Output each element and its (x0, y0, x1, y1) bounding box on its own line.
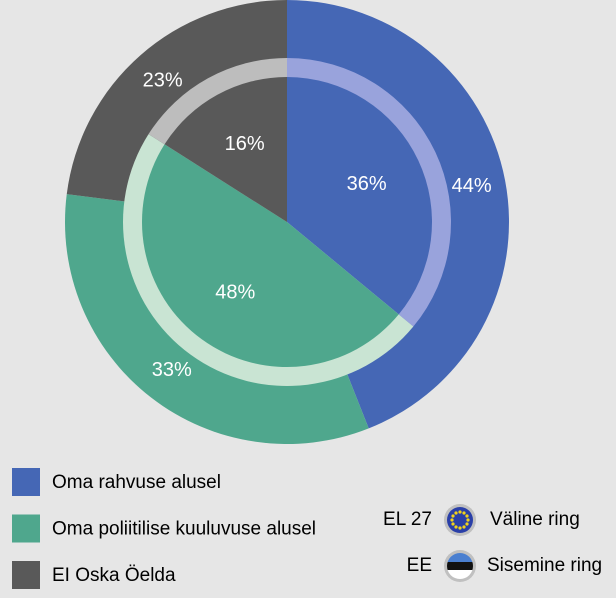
value-label: 23% (143, 69, 183, 91)
legend-label: EI Oska Öelda (52, 565, 176, 586)
pie-slice (141, 144, 399, 367)
value-label: 36% (347, 173, 387, 195)
pie: 44% 33% 23% 36% 48% 16% (65, 0, 509, 444)
legend-label: Oma rahvuse alusel (52, 472, 221, 493)
legend-swatch (12, 561, 40, 589)
value-label: 44% (452, 175, 492, 197)
eu-flag-icon (444, 504, 476, 536)
value-label: 16% (225, 133, 265, 155)
ring-label: Sisemine ring (487, 555, 602, 576)
legend-swatch (12, 514, 40, 543)
ring-series-name: EE (407, 555, 432, 576)
value-label: 48% (215, 281, 255, 303)
legend-swatch (12, 468, 40, 496)
ee-flag-icon (444, 550, 476, 582)
pie-slice (287, 77, 432, 315)
legend-label: Oma poliitilise kuuluvuse alusel (52, 519, 316, 540)
pie-slice (164, 77, 287, 222)
ring-label: Väline ring (490, 509, 580, 530)
ring-series-name: EL 27 (383, 509, 432, 530)
legend: Oma rahvuse alusel Oma poliitilise kuuluv… (12, 468, 316, 589)
value-label: 33% (152, 359, 192, 381)
